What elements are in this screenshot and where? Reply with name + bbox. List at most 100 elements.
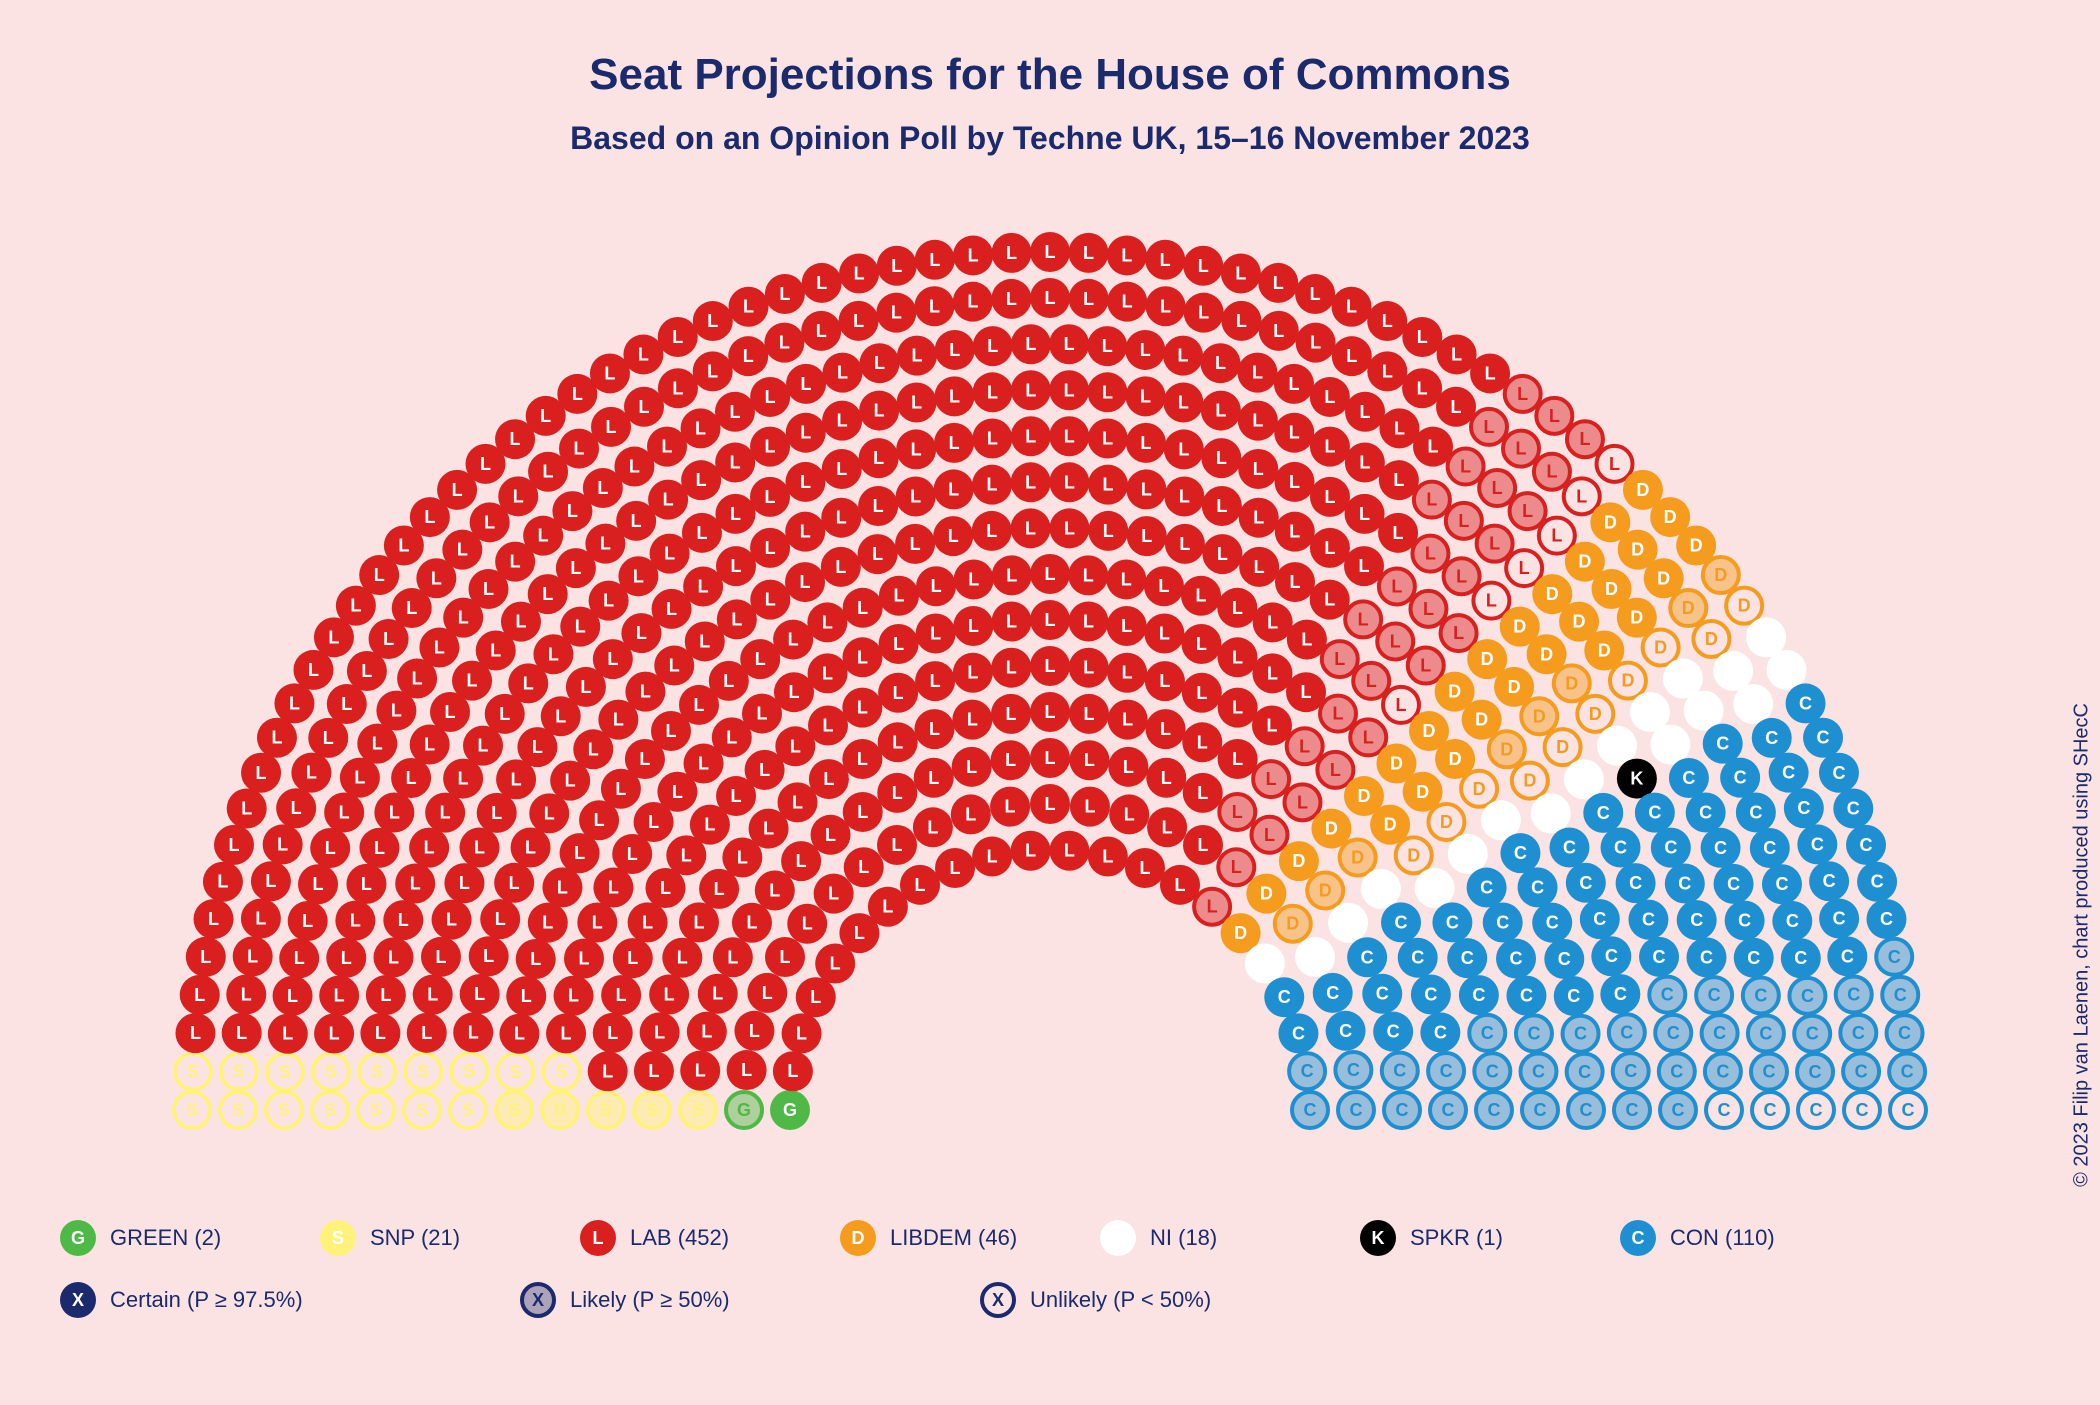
- svg-text:D: D: [1351, 848, 1364, 868]
- svg-text:L: L: [474, 984, 485, 1004]
- seat-con: C: [1384, 1092, 1420, 1128]
- svg-text:L: L: [1423, 599, 1434, 619]
- svg-text:L: L: [1267, 612, 1278, 632]
- svg-text:C: C: [1738, 911, 1751, 931]
- seat-lab: L: [1145, 661, 1185, 701]
- svg-text:L: L: [629, 457, 640, 477]
- seat-lab: L: [459, 828, 499, 868]
- svg-text:L: L: [790, 736, 801, 756]
- seat-con: C: [1467, 868, 1507, 908]
- svg-text:L: L: [1064, 380, 1075, 400]
- seat-lab: L: [1146, 286, 1186, 326]
- seat-snp: S: [266, 1092, 302, 1128]
- svg-text:L: L: [638, 344, 649, 364]
- seat-snp: S: [497, 1054, 533, 1090]
- svg-text:L: L: [542, 913, 553, 933]
- seat-lab: L: [1275, 462, 1315, 502]
- svg-text:L: L: [714, 879, 725, 899]
- seat-lab: L: [1181, 576, 1221, 616]
- svg-text:L: L: [573, 439, 584, 459]
- svg-text:L: L: [525, 838, 536, 858]
- seat-con: C: [1430, 1092, 1466, 1128]
- svg-text:S: S: [462, 1100, 474, 1120]
- seat-lab: L: [1030, 692, 1070, 732]
- seat-lab: L: [935, 848, 975, 888]
- svg-text:L: L: [1084, 797, 1095, 817]
- seat-lab: L: [1238, 401, 1278, 441]
- svg-text:L: L: [1358, 609, 1369, 629]
- seat-lab: L: [1534, 454, 1570, 490]
- svg-text:L: L: [727, 947, 738, 967]
- svg-text:L: L: [948, 479, 959, 499]
- seat-lab: L: [1253, 602, 1293, 642]
- svg-text:C: C: [1763, 838, 1776, 858]
- svg-text:L: L: [1324, 590, 1335, 610]
- svg-text:L: L: [1123, 757, 1134, 777]
- seat-lab: L: [1218, 849, 1254, 885]
- seat-con: C: [1882, 977, 1918, 1013]
- svg-text:C: C: [1775, 874, 1788, 894]
- svg-text:L: L: [730, 452, 741, 472]
- svg-text:L: L: [987, 847, 998, 867]
- svg-text:L: L: [1197, 783, 1208, 803]
- svg-text:S: S: [279, 1062, 291, 1082]
- seat-lab: L: [593, 1013, 633, 1053]
- seat-con: C: [1347, 937, 1387, 977]
- svg-text:L: L: [695, 418, 706, 438]
- seat-lab: L: [1107, 282, 1147, 322]
- seat-lab: L: [782, 1013, 822, 1053]
- svg-text:L: L: [561, 1023, 572, 1043]
- svg-text:L: L: [1045, 702, 1056, 722]
- legend-swatch: X: [520, 1282, 556, 1318]
- svg-text:L: L: [421, 1023, 432, 1043]
- seat-lab: L: [1182, 673, 1222, 713]
- svg-text:L: L: [1267, 715, 1278, 735]
- svg-text:L: L: [510, 429, 521, 449]
- svg-text:L: L: [1006, 658, 1017, 678]
- seat-con: C: [1516, 1015, 1552, 1051]
- seat-lab: L: [1144, 566, 1184, 606]
- seat-lab: L: [765, 274, 805, 314]
- svg-text:C: C: [1794, 948, 1807, 968]
- svg-text:L: L: [458, 608, 469, 628]
- svg-text:L: L: [1179, 487, 1190, 507]
- seat-con: C: [1752, 718, 1792, 758]
- svg-text:L: L: [302, 911, 313, 931]
- seat-lab: L: [934, 469, 974, 509]
- seat-lab: L: [896, 429, 936, 469]
- svg-text:L: L: [672, 327, 683, 347]
- seat-snp: S: [451, 1053, 487, 1089]
- svg-text:L: L: [588, 739, 599, 759]
- svg-text:L: L: [1083, 612, 1094, 632]
- seat-libdem: D: [1670, 590, 1706, 626]
- svg-text:D: D: [1573, 612, 1586, 632]
- svg-text:L: L: [538, 526, 549, 546]
- seat-con: C: [1628, 900, 1668, 940]
- svg-text:L: L: [313, 874, 324, 894]
- svg-text:L: L: [597, 478, 608, 498]
- svg-text:L: L: [1391, 576, 1402, 596]
- svg-text:L: L: [1390, 631, 1401, 651]
- seat-lab: L: [680, 1051, 720, 1091]
- seat-lab: L: [1536, 398, 1572, 434]
- svg-text:L: L: [1273, 321, 1284, 341]
- seat-con: C: [1781, 938, 1821, 978]
- svg-text:C: C: [1446, 912, 1459, 932]
- svg-text:L: L: [965, 804, 976, 824]
- svg-text:L: L: [633, 566, 644, 586]
- svg-text:L: L: [565, 771, 576, 791]
- seat-lab: L: [1310, 580, 1350, 620]
- svg-text:L: L: [580, 677, 591, 697]
- seat-lab: L: [340, 758, 380, 798]
- seat-con: C: [1803, 718, 1843, 758]
- svg-text:L: L: [457, 540, 468, 560]
- svg-text:L: L: [639, 397, 650, 417]
- seat-lab: L: [1030, 554, 1070, 594]
- seat-libdem: D: [1577, 696, 1613, 732]
- seat-lab: L: [658, 317, 698, 357]
- seat-lab: L: [1200, 343, 1240, 383]
- seat-lab: L: [1144, 614, 1184, 654]
- svg-text:C: C: [1624, 1061, 1637, 1081]
- svg-text:L: L: [458, 769, 469, 789]
- svg-text:L: L: [731, 786, 742, 806]
